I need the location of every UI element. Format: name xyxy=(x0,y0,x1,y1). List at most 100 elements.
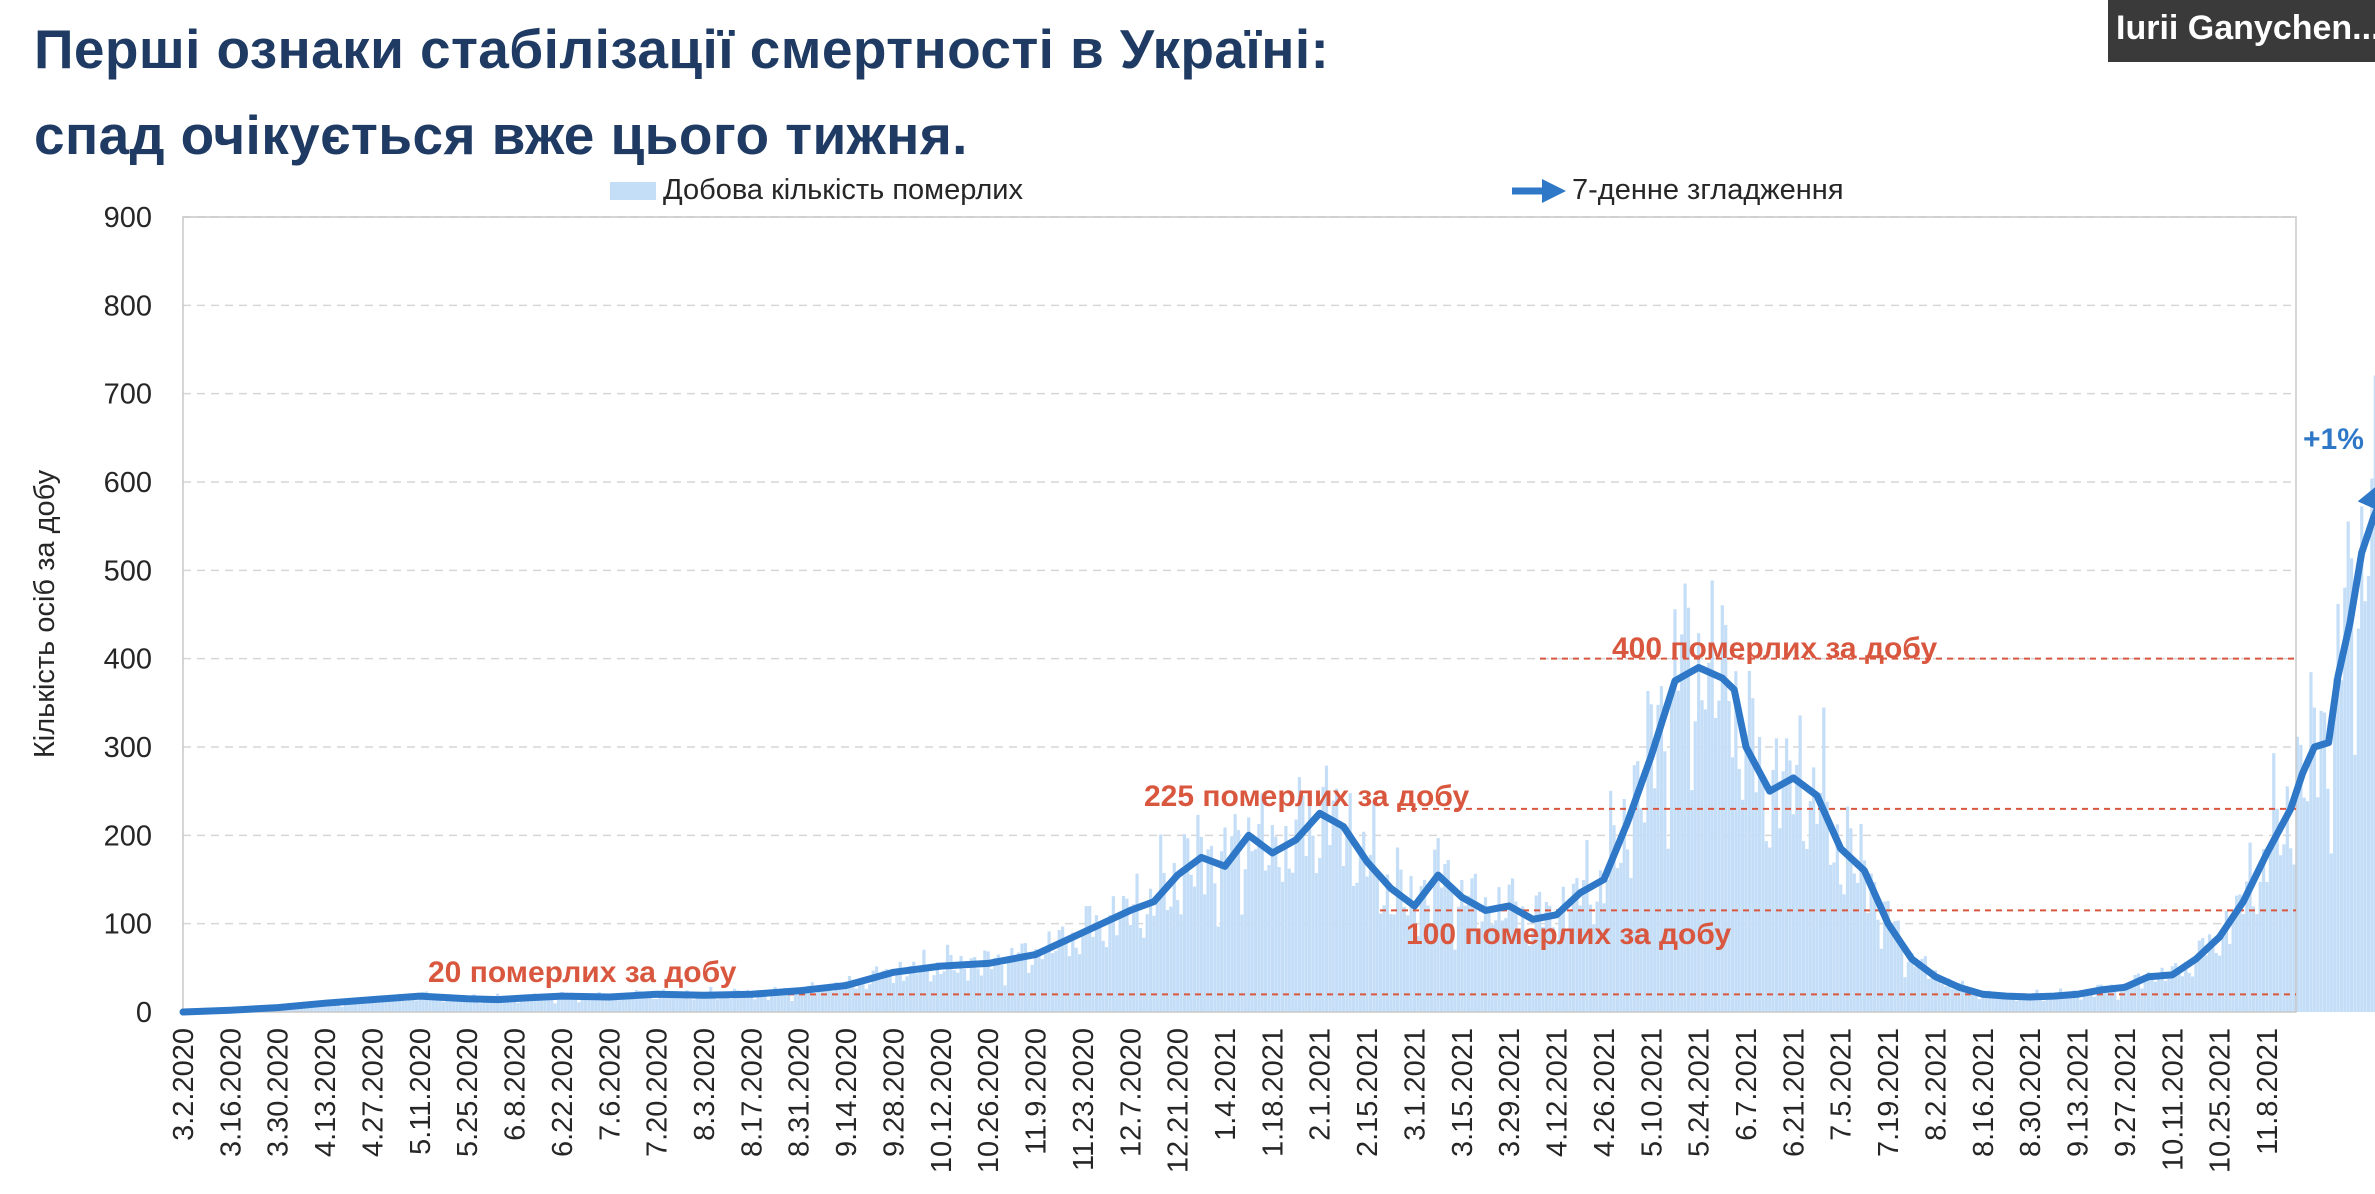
daily-bar xyxy=(2160,967,2164,1012)
daily-bar xyxy=(387,999,391,1012)
daily-bar xyxy=(1013,959,1017,1012)
daily-bar xyxy=(1862,860,1867,1012)
daily-bar xyxy=(2207,934,2212,1012)
daily-bar xyxy=(1044,952,1048,1012)
daily-bar xyxy=(475,1001,479,1012)
daily-bar xyxy=(2052,999,2056,1012)
daily-bar xyxy=(658,992,662,1012)
x-tick-label: 6.21.2021 xyxy=(1778,1028,1810,1157)
daily-bar xyxy=(2204,955,2208,1012)
daily-bar xyxy=(1392,914,1396,1012)
daily-bar xyxy=(303,1007,307,1012)
daily-bar xyxy=(2295,736,2300,1012)
daily-bar xyxy=(722,993,726,1012)
daily-bar xyxy=(627,999,632,1012)
daily-bar xyxy=(2079,999,2083,1012)
daily-bar xyxy=(1646,691,1650,1012)
daily-bar xyxy=(1822,707,1826,1012)
daily-bar xyxy=(1950,988,1954,1012)
daily-bar xyxy=(563,996,567,1012)
daily-bar xyxy=(1656,704,1660,1012)
daily-bar xyxy=(1839,884,1843,1012)
daily-bar xyxy=(2241,914,2245,1012)
daily-bar xyxy=(918,965,923,1012)
daily-bar xyxy=(1304,855,1308,1012)
daily-bar xyxy=(1125,898,1129,1012)
daily-bar xyxy=(1020,943,1024,1012)
daily-bar xyxy=(1548,905,1552,1012)
daily-bar xyxy=(756,992,760,1012)
daily-bar xyxy=(1372,800,1376,1012)
daily-bar xyxy=(1037,956,1041,1012)
daily-bar xyxy=(885,968,889,1012)
daily-bar xyxy=(1345,826,1349,1012)
daily-bar xyxy=(1152,915,1156,1012)
daily-bar xyxy=(1998,992,2002,1012)
daily-bar xyxy=(1538,891,1542,1012)
daily-bar xyxy=(1784,738,1789,1012)
daily-bar xyxy=(2086,990,2090,1012)
daily-bar xyxy=(1358,847,1362,1012)
daily-bar xyxy=(1061,926,1065,1012)
daily-bar xyxy=(1649,704,1653,1012)
daily-bar xyxy=(2285,786,2289,1012)
daily-bar xyxy=(753,999,757,1012)
daily-bar xyxy=(1984,991,1988,1012)
daily-bar xyxy=(793,994,797,1012)
daily-bar xyxy=(2059,988,2063,1012)
daily-bar xyxy=(824,987,828,1012)
daily-bar xyxy=(2031,995,2036,1012)
daily-bar xyxy=(2258,881,2262,1012)
daily-bar xyxy=(458,996,463,1012)
daily-bar xyxy=(820,985,825,1012)
daily-bar xyxy=(1463,905,1467,1012)
daily-bar xyxy=(1446,860,1450,1012)
y-tick-label: 0 xyxy=(136,997,152,1029)
daily-bar xyxy=(2042,1000,2046,1012)
daily-bar xyxy=(2153,981,2157,1012)
daily-bar xyxy=(1856,882,1860,1012)
daily-bar xyxy=(2062,992,2066,1012)
daily-bar xyxy=(2177,969,2181,1012)
legend-line-arrow xyxy=(1542,179,1566,203)
daily-bar xyxy=(1257,824,1261,1012)
daily-bar xyxy=(1832,862,1836,1012)
daily-bar xyxy=(1883,901,1887,1012)
daily-bar xyxy=(384,995,388,1012)
daily-bar xyxy=(1629,878,1633,1012)
x-tick-label: 9.13.2021 xyxy=(2063,1028,2095,1157)
daily-bar xyxy=(783,987,787,1012)
annotation-label: +1% xyxy=(2303,423,2364,456)
daily-bar xyxy=(1017,952,1021,1012)
daily-bar xyxy=(1521,906,1525,1012)
daily-bar xyxy=(651,998,655,1012)
x-tick-label: 10.11.2021 xyxy=(2157,1028,2189,1171)
daily-bar xyxy=(577,1002,581,1012)
daily-bar xyxy=(1443,864,1447,1012)
daily-bar xyxy=(1724,624,1728,1012)
daily-bar xyxy=(1091,936,1095,1012)
x-tick-label: 1.18.2021 xyxy=(1257,1028,1289,1157)
daily-bar xyxy=(1192,886,1197,1012)
daily-bar xyxy=(1886,900,1890,1012)
daily-bar xyxy=(600,998,605,1012)
daily-bar xyxy=(1927,978,1931,1012)
daily-bar xyxy=(1551,927,1555,1012)
daily-bar xyxy=(1338,820,1342,1012)
daily-bar xyxy=(2292,864,2296,1012)
daily-bar xyxy=(1893,921,1897,1012)
daily-bar xyxy=(1994,992,1998,1012)
daily-bar xyxy=(976,968,980,1012)
daily-bar xyxy=(858,979,862,1012)
daily-bar xyxy=(418,997,422,1012)
daily-bar xyxy=(1524,930,1528,1012)
daily-bar xyxy=(803,989,808,1012)
x-tick-label: 10.26.2020 xyxy=(973,1028,1005,1173)
daily-bar xyxy=(1199,836,1203,1012)
daily-bar xyxy=(979,975,984,1012)
daily-bar xyxy=(969,958,973,1012)
daily-bar xyxy=(1483,897,1488,1012)
daily-bar xyxy=(2048,995,2053,1012)
daily-bar xyxy=(330,1001,334,1012)
daily-bar xyxy=(590,997,594,1012)
